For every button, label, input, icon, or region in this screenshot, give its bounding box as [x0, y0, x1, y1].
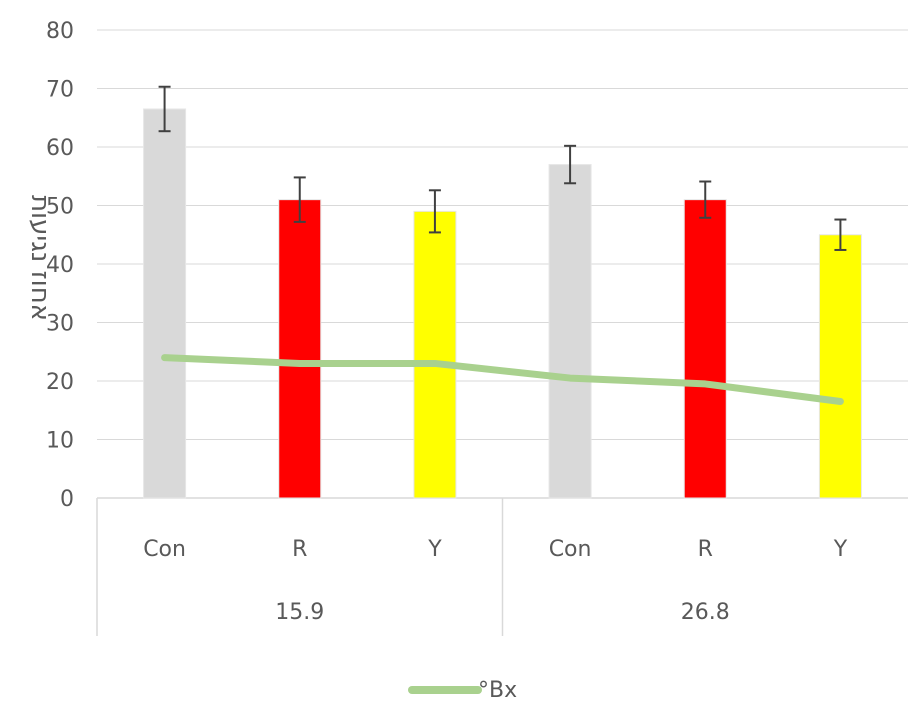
- y-tick-label-20: 20: [46, 370, 74, 395]
- legend: °Bx: [408, 678, 517, 703]
- y-tick-label-80: 80: [46, 19, 74, 44]
- y-tick-label-0: 0: [60, 487, 74, 512]
- error-bar-5: [834, 218, 847, 251]
- axis-layer: [96, 497, 908, 636]
- x-category-label-4: R: [698, 537, 713, 562]
- y-axis-title: אחוז נגיעות: [25, 195, 55, 321]
- error-bar-2: [428, 189, 441, 234]
- y-tick-label-30: 30: [46, 312, 74, 337]
- bar-2: [413, 210, 457, 499]
- x-group-label-0: 15.9: [275, 600, 324, 625]
- line-layer: [161, 354, 844, 405]
- bar-1: [278, 199, 322, 499]
- error-bar-0: [158, 85, 171, 133]
- x-category-label-3: Con: [549, 537, 592, 562]
- y-tick-label-40: 40: [46, 253, 74, 278]
- bar-3: [548, 164, 592, 499]
- x-category-label-5: Y: [833, 537, 848, 562]
- labels-layer: 0 10 20 30 40 50 60 70 80 Con R Y Con R Y 15.9 26.8: [46, 19, 848, 625]
- y-tick-label-60: 60: [46, 136, 74, 161]
- bar-5: [818, 234, 862, 499]
- error-bar-4: [699, 180, 712, 219]
- error-bars-layer: [158, 85, 847, 251]
- bar-4: [683, 199, 727, 499]
- x-category-label-1: R: [292, 537, 307, 562]
- error-bar-1: [293, 176, 306, 223]
- y-tick-label-50: 50: [46, 195, 74, 220]
- y-tick-label-10: 10: [46, 429, 74, 454]
- legend-label: °Bx: [478, 678, 517, 703]
- x-category-label-2: Y: [427, 537, 442, 562]
- y-tick-label-70: 70: [46, 78, 74, 103]
- bar-0: [143, 108, 187, 499]
- series-line-bx: [161, 354, 844, 405]
- x-group-label-1: 26.8: [681, 600, 730, 625]
- bars-layer: [143, 108, 862, 499]
- error-bar-3: [564, 144, 577, 185]
- x-category-label-0: Con: [143, 537, 186, 562]
- grid-layer: [97, 29, 908, 440]
